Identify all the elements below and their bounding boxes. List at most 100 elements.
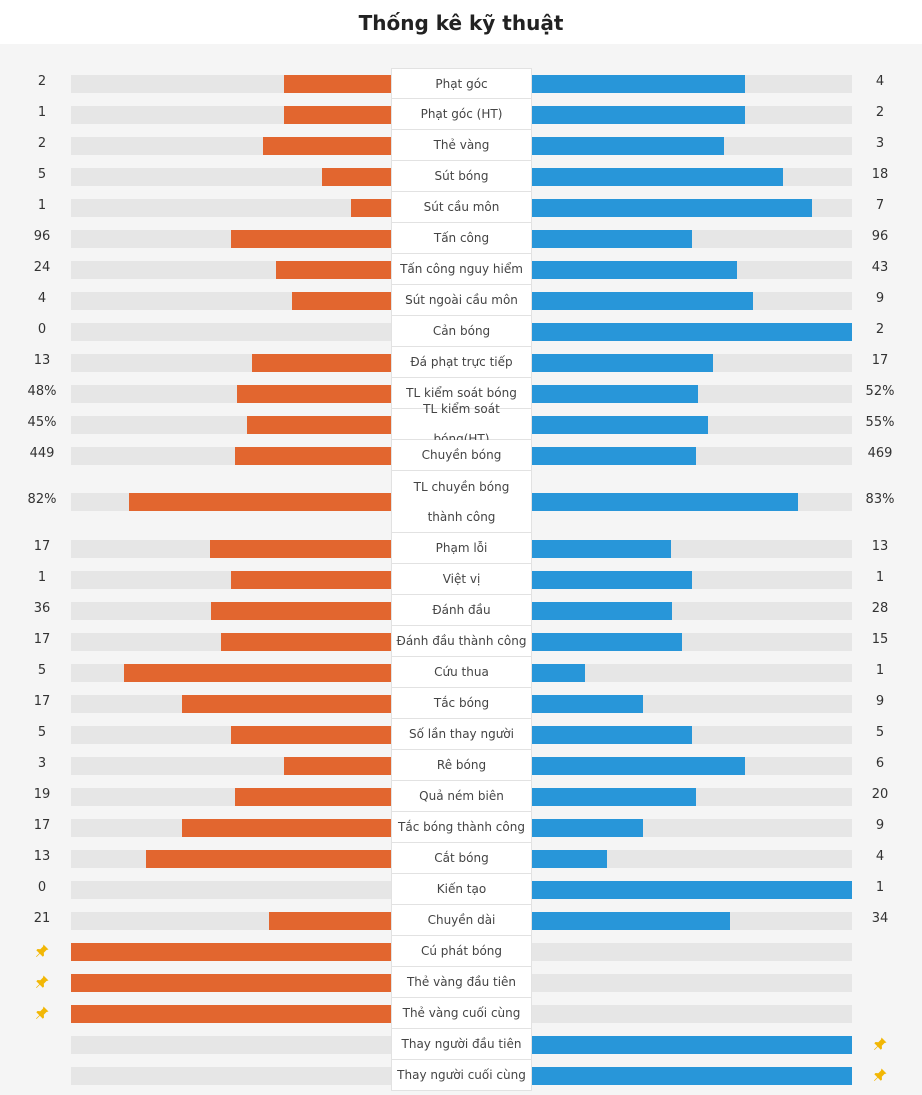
- away-value: 9: [875, 817, 885, 833]
- pin-icon: [872, 1067, 888, 1083]
- away-bar-track: [532, 911, 852, 930]
- away-bar-track: [532, 446, 852, 465]
- home-value: 4: [37, 290, 47, 306]
- home-value: 82%: [27, 492, 57, 507]
- home-bar: [231, 570, 391, 589]
- home-value: 5: [37, 662, 47, 678]
- home-bar-track: [71, 105, 391, 124]
- away-bar: [532, 632, 682, 651]
- stat-label: Cú phát bóng: [391, 936, 532, 967]
- home-bar-track: [71, 415, 391, 434]
- away-bar: [532, 198, 812, 217]
- stat-label: Quả ném biên: [391, 781, 532, 812]
- stat-label: Tắc bóng: [391, 688, 532, 719]
- away-value: 34: [871, 910, 889, 926]
- home-bar: [182, 818, 391, 837]
- away-bar: [532, 694, 643, 713]
- away-value: 15: [871, 631, 889, 647]
- home-bar-track: [71, 493, 391, 511]
- home-bar-track: [71, 942, 391, 961]
- home-bar: [146, 849, 391, 868]
- home-value: 19: [33, 786, 51, 802]
- away-value: 18: [871, 166, 889, 182]
- away-value: 1: [875, 569, 885, 585]
- home-bar: [235, 446, 391, 465]
- home-bar: [210, 539, 391, 558]
- stat-label: Thẻ vàng cuối cùng: [391, 998, 532, 1029]
- stat-label: Chuyền bóng: [391, 440, 532, 471]
- away-bar-track: [532, 942, 852, 961]
- home-value: 0: [37, 879, 47, 895]
- away-value: 17: [871, 352, 889, 368]
- away-bar-track: [532, 849, 852, 868]
- stat-label: TL kiểm soát bóng(HT): [391, 402, 532, 446]
- home-value: 1: [37, 197, 47, 213]
- stat-label: Tấn công: [391, 223, 532, 254]
- away-bar-track: [532, 322, 852, 341]
- home-bar-track: [71, 849, 391, 868]
- away-value: 20: [871, 786, 889, 802]
- away-bar: [532, 260, 737, 279]
- stat-label: Thẻ vàng: [391, 130, 532, 161]
- home-bar: [211, 601, 391, 620]
- away-value: 4: [875, 73, 885, 89]
- away-value: 7: [875, 197, 885, 213]
- home-bar-track: [71, 260, 391, 279]
- away-bar: [532, 167, 783, 186]
- stat-label: Tắc bóng thành công: [391, 812, 532, 843]
- stat-label: Đánh đầu thành công: [391, 626, 532, 657]
- away-bar-track: [532, 291, 852, 310]
- home-bar: [71, 973, 391, 992]
- away-value: 13: [871, 538, 889, 554]
- home-bar-track: [71, 694, 391, 713]
- home-value: 449: [29, 445, 55, 461]
- home-bar-track: [71, 384, 391, 403]
- away-value: 52%: [865, 383, 895, 399]
- home-value: 24: [33, 259, 51, 275]
- away-bar: [532, 539, 671, 558]
- home-bar: [284, 74, 391, 93]
- away-bar: [532, 601, 672, 620]
- away-bar-track: [532, 1035, 852, 1054]
- away-bar-track: [532, 105, 852, 124]
- stat-label: Cứu thua: [391, 657, 532, 688]
- home-bar: [129, 493, 391, 511]
- stat-label: Phạt góc: [391, 68, 532, 99]
- away-bar: [532, 446, 696, 465]
- away-value: 9: [875, 290, 885, 306]
- stat-label: Kiến tạo: [391, 874, 532, 905]
- away-bar-track: [532, 632, 852, 651]
- home-value: 21: [33, 910, 51, 926]
- away-bar-track: [532, 880, 852, 899]
- stat-label: Cắt bóng: [391, 843, 532, 874]
- home-bar-track: [71, 973, 391, 992]
- page-title: Thống kê kỹ thuật: [358, 11, 564, 35]
- home-value: 13: [33, 352, 51, 368]
- away-bar: [532, 787, 696, 806]
- away-bar-track: [532, 973, 852, 992]
- home-bar: [124, 663, 391, 682]
- stat-label: TL chuyền bóng thành công: [391, 471, 532, 533]
- home-bar: [322, 167, 391, 186]
- away-value: 96: [871, 228, 889, 244]
- home-value: 13: [33, 848, 51, 864]
- pin-icon: [34, 943, 50, 959]
- away-bar-track: [532, 818, 852, 837]
- home-value: 17: [33, 693, 51, 709]
- home-value: 45%: [27, 414, 57, 430]
- away-bar-track: [532, 694, 852, 713]
- away-bar: [532, 384, 698, 403]
- away-bar: [532, 818, 643, 837]
- away-value: 1: [875, 662, 885, 678]
- home-value: 1: [37, 104, 47, 120]
- home-bar-track: [71, 74, 391, 93]
- home-value: 2: [37, 73, 47, 89]
- away-bar-track: [532, 787, 852, 806]
- away-value: 28: [871, 600, 889, 616]
- home-bar-track: [71, 322, 391, 341]
- away-value: 83%: [865, 492, 895, 507]
- stat-label: Sút cầu môn: [391, 192, 532, 223]
- home-bar: [284, 105, 391, 124]
- home-bar: [71, 942, 391, 961]
- stat-label: Thay người cuối cùng: [391, 1060, 532, 1091]
